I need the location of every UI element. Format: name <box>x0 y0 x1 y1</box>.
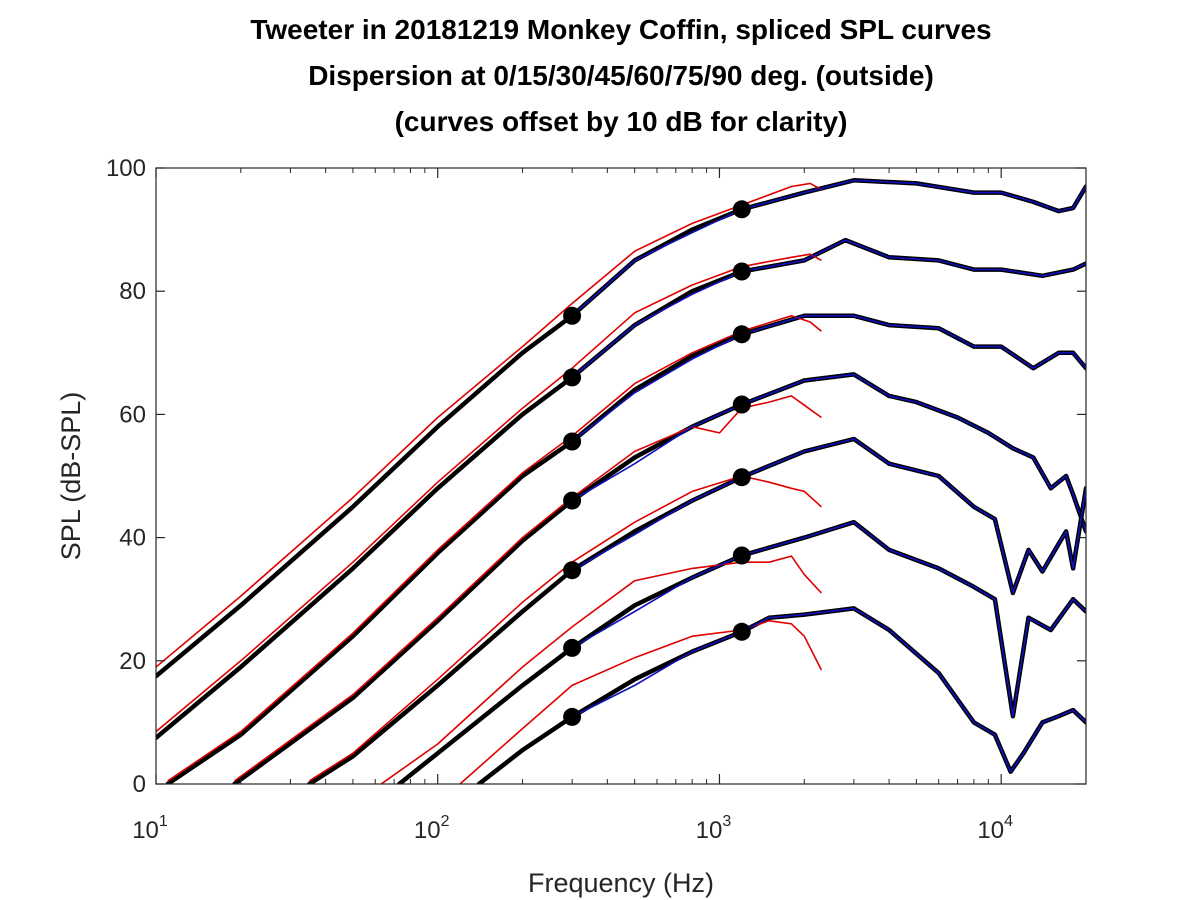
nearfield-curve-3 <box>167 315 822 782</box>
x-axis-label: Frequency (Hz) <box>528 868 714 898</box>
nearfield-curve-7 <box>459 620 823 784</box>
chart-title: Tweeter in 20181219 Monkey Coffin, splic… <box>250 14 991 137</box>
farfield-curve-7 <box>571 607 1086 773</box>
x-tick-label-1: 101 <box>132 813 168 844</box>
y-tick-label-40: 40 <box>119 525 146 552</box>
x-tick-label-4: 104 <box>977 813 1013 844</box>
splice-marker-10 <box>732 468 751 487</box>
splice-marker-13 <box>563 707 582 726</box>
splice-marker-1 <box>563 306 582 325</box>
x-axis-ticks: 101 102 103 104 <box>132 168 1087 844</box>
nearfield-curve-1 <box>156 182 822 668</box>
title-line-1: Tweeter in 20181219 Monkey Coffin, splic… <box>250 14 991 45</box>
farfield-curve-6 <box>571 521 1086 717</box>
x-tick-label-3: 103 <box>696 813 732 844</box>
y-axis-ticks: 0 20 40 60 80 100 <box>106 155 1086 798</box>
marker-layer <box>563 200 751 726</box>
nearfield-curve-5 <box>308 475 822 782</box>
splice-marker-8 <box>732 395 751 414</box>
y-tick-label-60: 60 <box>119 401 146 428</box>
y-tick-label-100: 100 <box>106 155 146 182</box>
splice-marker-5 <box>563 432 582 451</box>
nearfield-curve-2 <box>156 253 822 733</box>
nearfield-curve-6 <box>380 555 822 784</box>
farfield-curve-3 <box>571 315 1086 443</box>
farfield-curve-4 <box>571 373 1086 532</box>
splice-marker-12 <box>732 546 751 565</box>
farfield-curve-2 <box>571 239 1086 379</box>
splice-marker-7 <box>563 491 582 510</box>
splice-marker-2 <box>732 200 751 219</box>
y-tick-label-0: 0 <box>133 771 146 798</box>
splice-marker-6 <box>732 325 751 344</box>
farfield-curve-1 <box>571 179 1086 317</box>
y-tick-label-80: 80 <box>119 278 146 305</box>
splice-marker-11 <box>563 638 582 657</box>
splice-marker-4 <box>732 262 751 281</box>
plot-frame <box>155 167 1087 785</box>
splice-marker-14 <box>732 622 751 641</box>
splice-marker-9 <box>563 561 582 580</box>
farfield-curve-5 <box>571 438 1086 594</box>
title-line-3: (curves offset by 10 dB for clarity) <box>395 106 848 137</box>
title-line-2: Dispersion at 0/15/30/45/60/75/90 deg. (… <box>308 60 934 91</box>
y-tick-label-20: 20 <box>119 648 146 675</box>
splice-marker-3 <box>563 368 582 387</box>
x-tick-label-2: 102 <box>414 813 450 844</box>
series-layer <box>156 178 1086 784</box>
y-axis-label: SPL (dB-SPL) <box>56 392 86 561</box>
